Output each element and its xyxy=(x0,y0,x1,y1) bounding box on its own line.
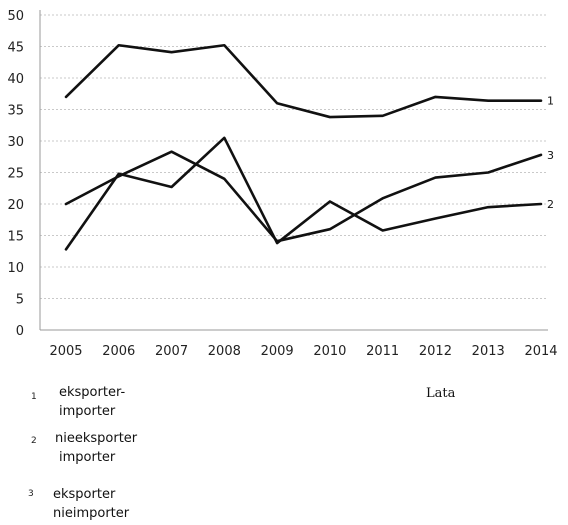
series-line-3 xyxy=(64,150,543,243)
y-tick-label: 30 xyxy=(7,135,24,150)
y-tick-label: 10 xyxy=(7,261,24,276)
y-tick-label: 0 xyxy=(16,324,24,339)
y-tick-label: 40 xyxy=(7,72,24,87)
legend-text-line2: importer xyxy=(59,404,116,419)
legend-text-line1: eksporter xyxy=(53,487,116,502)
legend-number: 1 xyxy=(31,392,37,402)
x-tick-label: 2013 xyxy=(472,344,505,359)
legend-text-line1: nieeksporter xyxy=(55,431,138,446)
x-tick-labels: 2005 2006 2007 2008 2009 2010 2011 2012 2013 2014 xyxy=(49,344,557,359)
x-tick-label: 2005 xyxy=(49,344,82,359)
y-tick-label: 35 xyxy=(7,104,24,119)
legend-text-line2: nieimporter xyxy=(53,506,130,521)
x-tick-label: 2008 xyxy=(208,344,241,359)
series-end-label-1: 1 xyxy=(547,95,554,108)
x-axis-label: Lata xyxy=(426,386,456,401)
y-tick-label: 50 xyxy=(7,9,24,24)
legend-text-line2: importer xyxy=(59,450,116,465)
x-tick-label: 2011 xyxy=(366,344,399,359)
x-tick-label: 2010 xyxy=(313,344,346,359)
series-line-1 xyxy=(64,43,543,119)
x-tick-label: 2006 xyxy=(102,344,135,359)
series-end-labels: 1 2 3 xyxy=(547,95,554,211)
legend-number: 2 xyxy=(31,436,37,446)
x-tick-label: 2007 xyxy=(155,344,188,359)
axes xyxy=(39,10,548,331)
x-tick-label: 2012 xyxy=(419,344,452,359)
y-tick-label: 20 xyxy=(7,198,24,213)
y-tick-label: 25 xyxy=(7,167,24,182)
series-end-label-2: 2 xyxy=(547,198,554,211)
gridlines xyxy=(40,14,548,299)
y-tick-label: 15 xyxy=(7,230,24,245)
x-tick-label: 2014 xyxy=(524,344,557,359)
series-lines xyxy=(64,43,543,251)
legend-number: 3 xyxy=(28,489,34,499)
y-tick-label: 5 xyxy=(16,293,24,308)
y-tick-labels: 0 5 10 15 20 25 30 35 40 45 50 xyxy=(7,9,24,339)
legend-text-line1: eksporter- xyxy=(59,385,126,400)
series-end-label-3: 3 xyxy=(547,149,554,162)
x-tick-label: 2009 xyxy=(261,344,294,359)
y-tick-label: 45 xyxy=(7,41,24,56)
series-line-2 xyxy=(64,136,543,251)
